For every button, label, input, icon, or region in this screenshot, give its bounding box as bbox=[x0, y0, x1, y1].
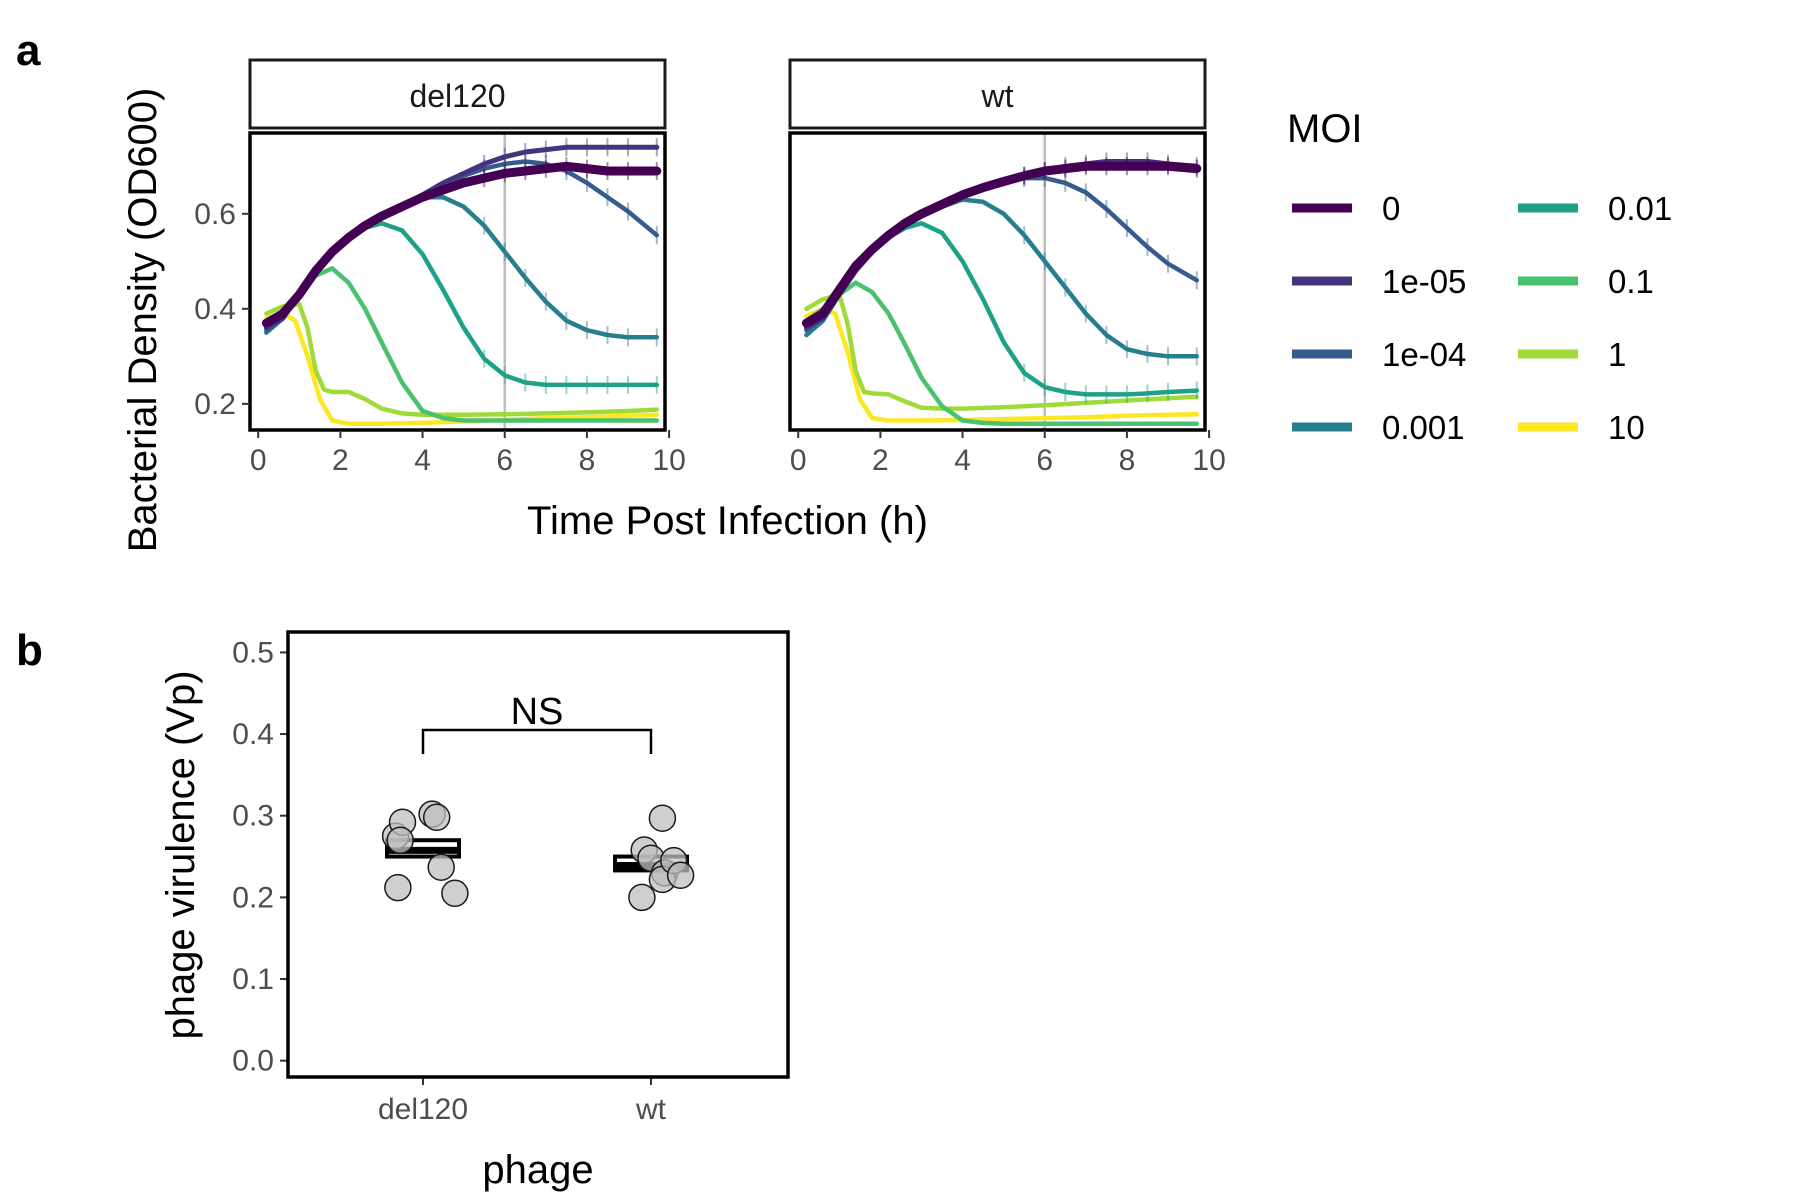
y-axis-title: phage virulence (Vp) bbox=[159, 670, 203, 1039]
facet-strip-label: wt bbox=[981, 78, 1014, 114]
series-line-moi-0.001 bbox=[264, 194, 660, 340]
data-point-del120 bbox=[384, 873, 412, 902]
error-bars-moi-0 bbox=[1023, 157, 1198, 185]
legend-label: 1 bbox=[1608, 336, 1626, 373]
legend-label: 0.01 bbox=[1608, 190, 1672, 227]
facet-del120: del120 0 2 4 6 8 10 0.2 0.4 0.6 bbox=[194, 58, 686, 477]
legend-title: MOI bbox=[1287, 107, 1363, 151]
series-line-moi-1 bbox=[264, 301, 660, 418]
series-line-moi-10 bbox=[804, 306, 1200, 423]
series-line-moi-1 bbox=[804, 292, 1200, 411]
y-tick-label: 0.0 bbox=[232, 1045, 274, 1078]
moi-legend: MOI 0 1e-05 1e-04 0.001 0.01 0.1 1 10 bbox=[1287, 107, 1672, 446]
legend-item-moi-0.01: 0.01 bbox=[1518, 190, 1672, 227]
legend-item-moi-0.001: 0.001 bbox=[1292, 409, 1465, 446]
y-tick-label: 0.4 bbox=[232, 718, 274, 751]
legend-item-moi-1e-05: 1e-05 bbox=[1292, 263, 1466, 300]
legend-item-moi-1e-04: 1e-04 bbox=[1292, 336, 1466, 373]
y-tick-label: 0.6 bbox=[194, 198, 236, 231]
error-bars-moi-1e-05 bbox=[483, 138, 658, 173]
data-point-wt bbox=[648, 804, 677, 832]
y-tick-label: 0.3 bbox=[232, 800, 274, 833]
series-line-moi-0 bbox=[801, 161, 1202, 328]
data-point-del120 bbox=[422, 803, 451, 832]
x-tick-label: 8 bbox=[579, 444, 596, 477]
facet-strip bbox=[788, 58, 1207, 130]
data-point-wt bbox=[628, 883, 656, 912]
error-bars-moi-0.01 bbox=[483, 349, 658, 394]
legend-item-moi-10: 10 bbox=[1518, 409, 1645, 446]
x-tick-label: wt bbox=[635, 1093, 667, 1126]
data-point-wt bbox=[666, 861, 695, 890]
panel-border bbox=[788, 131, 1207, 432]
facet-strip bbox=[248, 58, 667, 130]
facet-strip-label: del120 bbox=[409, 78, 505, 114]
significance-label: NS bbox=[511, 691, 564, 733]
panel-a-line-chart: del120 0 2 4 6 8 10 0.2 0.4 0.6 wt 0 2 4 6 8 10 Time Post… bbox=[121, 58, 1226, 553]
x-tick-label: 6 bbox=[496, 444, 513, 477]
error-bars-moi-0.01 bbox=[1023, 363, 1198, 404]
series-line-moi-0.1 bbox=[804, 280, 1200, 427]
y-tick-label: 0.2 bbox=[232, 881, 274, 914]
data-point-del120 bbox=[441, 879, 469, 908]
y-axis-title: Bacterial Density (OD600) bbox=[121, 88, 165, 553]
x-tick-label: 6 bbox=[1036, 444, 1053, 477]
series-line-moi-0.01 bbox=[264, 221, 660, 388]
legend-label: 1e-04 bbox=[1382, 336, 1466, 373]
panel-a-letter: a bbox=[16, 26, 41, 75]
legend-label: 0.001 bbox=[1382, 409, 1465, 446]
error-bars-moi-0.001 bbox=[1023, 226, 1198, 366]
error-bars-moi-0 bbox=[483, 157, 658, 188]
series-line-moi-0.1 bbox=[264, 266, 660, 423]
x-tick-label: 2 bbox=[872, 444, 889, 477]
x-tick-label: 4 bbox=[414, 444, 431, 477]
series-line-moi-0.01 bbox=[804, 221, 1200, 397]
significance-bracket bbox=[421, 728, 653, 754]
legend-item-moi-0.1: 0.1 bbox=[1518, 263, 1654, 300]
x-tick-label: 8 bbox=[1119, 444, 1136, 477]
x-tick-label: 2 bbox=[332, 444, 349, 477]
facet-wt: wt 0 2 4 6 8 10 bbox=[788, 58, 1226, 477]
data-point-del120 bbox=[386, 826, 414, 854]
y-tick-label: 0.1 bbox=[232, 963, 274, 996]
legend-label: 1e-05 bbox=[1382, 263, 1466, 300]
x-tick-label: 4 bbox=[954, 444, 971, 477]
y-tick-label: 0.5 bbox=[232, 636, 274, 669]
legend-item-moi-0: 0 bbox=[1292, 190, 1400, 227]
panel-border bbox=[248, 131, 667, 432]
data-point-del120 bbox=[427, 853, 455, 881]
y-tick-label: 0.2 bbox=[194, 388, 236, 421]
series-line-moi-0 bbox=[261, 161, 662, 328]
x-tick-label: 0 bbox=[250, 444, 267, 477]
x-tick-label: del120 bbox=[378, 1093, 468, 1126]
x-axis-title: phage bbox=[482, 1148, 593, 1192]
legend-item-moi-1: 1 bbox=[1518, 336, 1626, 373]
panel-border bbox=[286, 630, 790, 1079]
legend-label: 0.1 bbox=[1608, 263, 1654, 300]
panel-b-scatter-chart: 0.0 0.1 0.2 0.3 0.4 0.5 del120 wt NS phage phage v… bbox=[159, 630, 790, 1192]
error-bars-moi-0.001 bbox=[483, 216, 658, 347]
x-axis-title: Time Post Infection (h) bbox=[527, 499, 928, 543]
x-tick-label: 10 bbox=[652, 444, 685, 477]
series-line-moi-10 bbox=[264, 311, 660, 427]
x-tick-label: 0 bbox=[790, 444, 807, 477]
legend-label: 0 bbox=[1382, 190, 1400, 227]
panel-b-letter: b bbox=[16, 626, 43, 675]
x-tick-label: 10 bbox=[1192, 444, 1225, 477]
y-tick-label: 0.4 bbox=[194, 293, 236, 326]
legend-label: 10 bbox=[1608, 409, 1645, 446]
